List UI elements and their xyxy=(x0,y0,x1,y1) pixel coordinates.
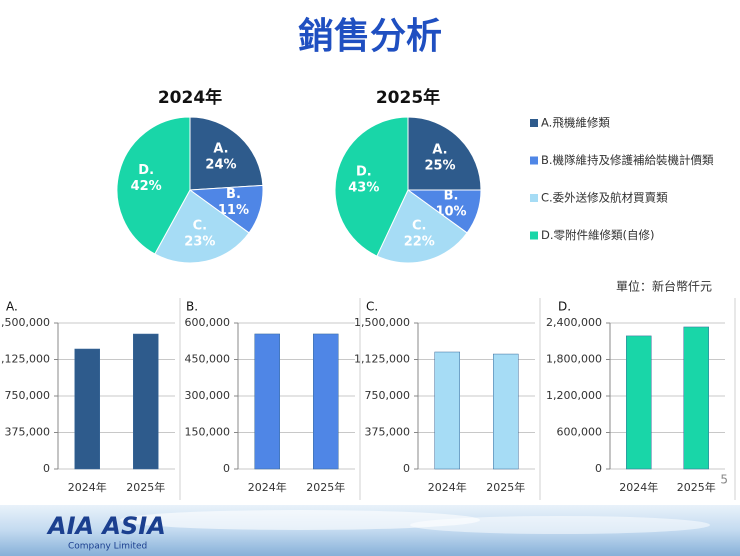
slice-category: A. xyxy=(432,142,447,157)
y-tick-label: 1,500,000 xyxy=(354,316,410,329)
x-tick-label: 2024年 xyxy=(68,480,107,494)
pie-slice xyxy=(154,189,250,264)
slice-category: A. xyxy=(213,142,228,157)
legend-label: C.委外送修及航材買賣類 xyxy=(541,191,668,205)
y-tick-label: 375,000 xyxy=(5,426,51,439)
x-tick-label: 2025年 xyxy=(677,480,716,494)
x-tick-label: 2025年 xyxy=(306,480,345,494)
slice-category: D. xyxy=(356,165,372,180)
cloud xyxy=(410,516,710,534)
logo-subtitle: Company Limited xyxy=(68,542,147,552)
y-tick-label: 2,400,000 xyxy=(546,316,602,329)
unit-note: 單位：新台幣仟元 xyxy=(616,279,712,294)
pie-title: 2025年 xyxy=(376,87,440,108)
legend-swatch xyxy=(530,119,538,127)
bar xyxy=(133,333,159,470)
slice-value-label: 43% xyxy=(348,181,379,196)
y-tick-label: 1,200,000 xyxy=(546,389,602,402)
bar-title: B. xyxy=(186,300,198,314)
pie-slice xyxy=(116,116,191,255)
y-tick-label: 750,000 xyxy=(365,389,411,402)
y-tick-label: 600,000 xyxy=(557,426,603,439)
legend-label: D.零附件維修類(自修) xyxy=(541,228,654,242)
slice-category: D. xyxy=(138,163,154,178)
pie-slice xyxy=(189,116,264,191)
bar xyxy=(626,335,652,470)
page-number: 5 xyxy=(720,473,728,487)
logo-name: AIA ASIA xyxy=(46,512,166,540)
y-tick-label: 750,000 xyxy=(5,389,51,402)
bar xyxy=(74,348,100,470)
bar xyxy=(313,333,339,470)
slice-category: B. xyxy=(444,188,459,203)
page-title: 銷售分析 xyxy=(298,15,442,57)
legend-swatch xyxy=(530,231,538,240)
pie-title: 2024年 xyxy=(158,87,222,108)
bar xyxy=(434,351,460,470)
x-tick-label: 2024年 xyxy=(619,480,658,494)
y-tick-label: 450,000 xyxy=(185,353,231,366)
y-tick-label: 0 xyxy=(43,462,50,475)
y-tick-label: 0 xyxy=(403,462,410,475)
legend-label: B.機隊維持及修護補給裝機計價類 xyxy=(541,153,714,167)
slice-value-label: 42% xyxy=(131,179,162,194)
legend-swatch xyxy=(530,194,538,202)
slice-value-label: 24% xyxy=(205,158,236,173)
x-tick-label: 2024年 xyxy=(248,480,287,494)
slice-category: C. xyxy=(193,219,207,234)
slice-value-label: 25% xyxy=(424,158,455,173)
legend-label: A.飛機維修類 xyxy=(541,116,610,130)
y-tick-label: 1,125,000 xyxy=(0,353,50,366)
bar xyxy=(493,353,519,470)
bar-title: A. xyxy=(6,300,18,314)
bar xyxy=(254,333,280,470)
bar-title: D. xyxy=(558,300,571,314)
pie-slice xyxy=(407,116,482,191)
pie-slice xyxy=(334,116,409,257)
bar-title: C. xyxy=(366,300,378,314)
y-tick-label: 300,000 xyxy=(185,389,231,402)
slice-category: C. xyxy=(412,218,426,233)
y-tick-label: 1,125,000 xyxy=(354,353,410,366)
x-tick-label: 2025年 xyxy=(126,480,165,494)
slice-value-label: 23% xyxy=(184,235,215,250)
y-tick-label: 150,000 xyxy=(185,426,231,439)
slice-value-label: 11% xyxy=(218,203,249,218)
bar xyxy=(683,326,709,470)
y-tick-label: 600,000 xyxy=(185,316,231,329)
y-tick-label: 1,500,000 xyxy=(0,316,50,329)
slice-value-label: 22% xyxy=(404,234,435,249)
cloud xyxy=(120,510,480,530)
slice-category: B. xyxy=(226,187,241,202)
y-tick-label: 0 xyxy=(223,462,230,475)
y-tick-label: 1,800,000 xyxy=(546,353,602,366)
y-tick-label: 375,000 xyxy=(365,426,411,439)
legend-swatch xyxy=(530,156,538,165)
y-tick-label: 0 xyxy=(595,462,602,475)
x-tick-label: 2025年 xyxy=(486,480,525,494)
x-tick-label: 2024年 xyxy=(428,480,467,494)
